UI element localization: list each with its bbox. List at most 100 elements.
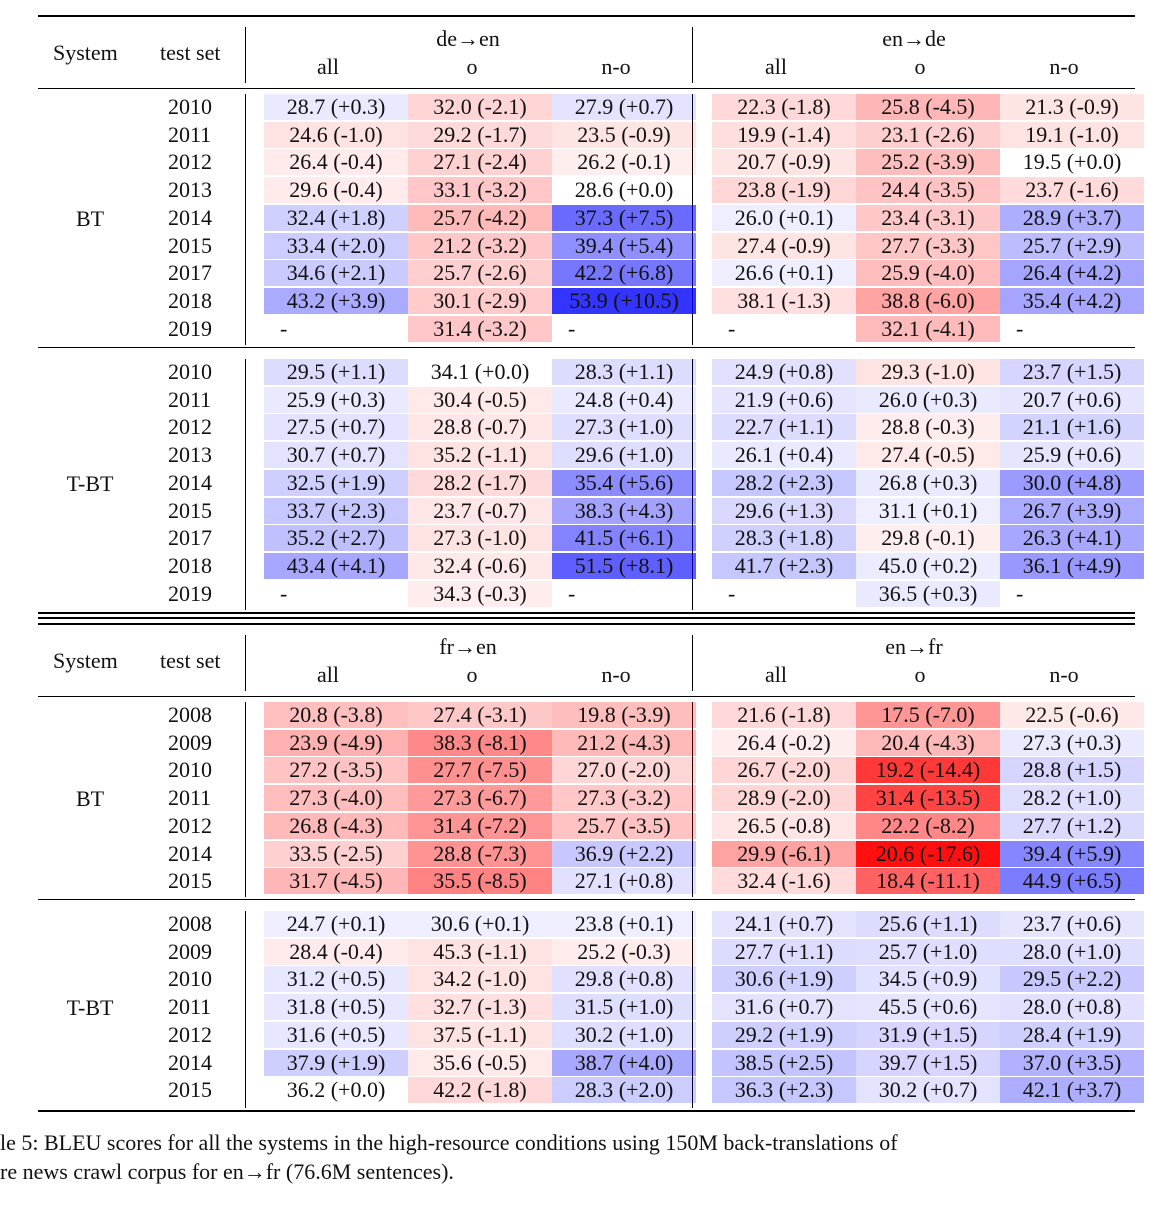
group-rule — [38, 347, 1135, 348]
test-year: 2011 — [168, 785, 212, 811]
score-cell: 20.6 (-17.6) — [856, 840, 1000, 867]
score-cell: 33.5 (-2.5) — [264, 840, 408, 867]
test-year: 2011 — [168, 386, 212, 412]
test-year: 2011 — [168, 994, 212, 1020]
score-cell: 32.7 (-1.3) — [408, 994, 552, 1021]
group-label-t-bt: T-BT — [66, 994, 114, 1020]
score-cell: 36.1 (+4.9) — [1000, 552, 1144, 579]
score-cell: 33.4 (+2.0) — [264, 232, 408, 259]
score-cell: - — [280, 315, 288, 341]
test-year: 2015 — [168, 497, 212, 523]
score-cell: 27.7 (-7.5) — [408, 757, 552, 784]
score-cell: 28.6 (+0.0) — [574, 177, 674, 203]
header-col-o: o — [466, 662, 478, 687]
score-cell: 28.8 (-7.3) — [408, 840, 552, 867]
score-cell: 36.2 (+0.0) — [286, 1077, 386, 1103]
score-cell: 31.2 (+0.5) — [264, 966, 408, 993]
caption-line-1: le 5: BLEU scores for all the systems in… — [0, 1130, 898, 1155]
test-year: 2019 — [168, 580, 212, 606]
score-cell: 20.7 (-0.9) — [712, 149, 856, 176]
score-cell: 30.6 (+1.9) — [712, 966, 856, 993]
score-cell: 28.2 (+2.3) — [712, 469, 856, 496]
score-cell: 26.4 (-0.2) — [712, 729, 856, 756]
score-cell: 45.0 (+0.2) — [856, 552, 1000, 579]
test-year: 2018 — [168, 287, 212, 313]
score-cell: 27.2 (-3.5) — [264, 757, 408, 784]
score-cell: - — [728, 580, 736, 606]
score-cell: 43.2 (+3.9) — [264, 287, 408, 314]
score-cell: 25.8 (-4.5) — [856, 94, 1000, 120]
score-cell: 28.0 (+0.8) — [1000, 994, 1144, 1021]
score-cell: 26.5 (-0.8) — [712, 812, 856, 839]
test-year: 2010 — [168, 359, 212, 384]
score-cell: 28.2 (+1.0) — [1000, 785, 1144, 812]
body-vline — [245, 94, 246, 345]
score-cell: - — [568, 580, 576, 606]
top-rule — [38, 15, 1135, 17]
score-cell: 28.4 (-0.4) — [264, 938, 408, 965]
score-cell: 28.0 (+1.0) — [1000, 938, 1144, 965]
top-rule-double — [38, 617, 1135, 619]
score-cell: 26.4 (-0.4) — [264, 149, 408, 176]
score-cell: 21.1 (+1.6) — [1000, 414, 1144, 441]
score-cell: 34.5 (+0.9) — [856, 966, 1000, 993]
score-cell: 31.4 (-3.2) — [408, 315, 552, 342]
test-year: 2014 — [168, 469, 212, 495]
score-cell: 27.3 (+1.0) — [552, 414, 696, 441]
score-cell: 25.7 (-2.6) — [408, 260, 552, 287]
body-vline — [245, 702, 246, 897]
score-cell: 26.8 (-4.3) — [264, 812, 408, 839]
score-cell: 34.6 (+2.1) — [264, 260, 408, 287]
score-cell: 41.5 (+6.1) — [552, 525, 696, 552]
score-cell: 18.4 (-11.1) — [856, 868, 1000, 895]
score-cell: 29.6 (+1.3) — [712, 497, 856, 524]
body-vline — [245, 359, 246, 610]
score-cell: 38.8 (-6.0) — [856, 287, 1000, 314]
score-cell: 42.2 (-1.8) — [408, 1077, 552, 1104]
header-col-all: all — [317, 54, 339, 79]
score-cell: 43.4 (+4.1) — [264, 552, 408, 579]
score-cell: 44.9 (+6.5) — [1000, 868, 1144, 895]
score-cell: 26.0 (+0.1) — [712, 204, 856, 231]
score-cell: 28.2 (-1.7) — [408, 469, 552, 496]
top-rule — [38, 623, 1135, 625]
score-cell: 28.7 (+0.3) — [264, 94, 408, 120]
score-cell: 29.2 (-1.7) — [408, 121, 552, 148]
score-cell: 35.4 (+4.2) — [1000, 287, 1144, 314]
group-label-t-bt: T-BT — [66, 470, 114, 496]
score-cell: 45.3 (-1.1) — [408, 938, 552, 965]
score-cell: 25.7 (+1.0) — [856, 938, 1000, 965]
score-cell: 38.5 (+2.5) — [712, 1049, 856, 1076]
score-cell: 32.0 (-2.1) — [408, 94, 552, 120]
score-cell: 35.2 (+2.7) — [264, 525, 408, 552]
score-cell: 26.0 (+0.3) — [856, 386, 1000, 413]
score-cell: - — [728, 315, 736, 341]
score-cell: 29.5 (+2.2) — [1000, 966, 1144, 993]
table-caption: le 5: BLEU scores for all the systems in… — [0, 1128, 1165, 1186]
score-cell: 29.6 (-0.4) — [264, 177, 408, 204]
score-cell: 28.4 (+1.9) — [1000, 1021, 1144, 1048]
header-rule — [38, 88, 1135, 89]
score-cell: 28.3 (+1.8) — [712, 525, 856, 552]
score-cell: 23.7 (+1.5) — [1000, 359, 1144, 385]
header-col-n-o: n-o — [601, 662, 631, 687]
header-vline — [245, 27, 246, 83]
score-cell: 32.4 (-0.6) — [408, 552, 552, 579]
score-cell: 27.1 (-2.4) — [408, 149, 552, 176]
score-cell: 21.6 (-1.8) — [712, 702, 856, 728]
test-year: 2010 — [168, 966, 212, 992]
score-cell: 39.4 (+5.4) — [552, 232, 696, 259]
score-cell: 21.2 (-4.3) — [552, 729, 696, 756]
test-year: 2008 — [168, 911, 212, 936]
score-cell: 53.9 (+10.5) — [552, 287, 696, 314]
score-cell: 23.7 (-0.7) — [408, 497, 552, 524]
body-vline — [245, 911, 246, 1108]
score-cell: 25.9 (+0.3) — [264, 386, 408, 413]
header-col-all: all — [765, 54, 787, 79]
test-year: 2010 — [168, 94, 212, 119]
score-cell: 38.3 (+4.3) — [552, 497, 696, 524]
score-cell: 27.3 (+0.3) — [1000, 729, 1144, 756]
score-cell: 31.5 (+1.0) — [552, 994, 696, 1021]
bottom-rule — [38, 612, 1135, 614]
score-cell: 19.8 (-3.9) — [552, 702, 696, 728]
